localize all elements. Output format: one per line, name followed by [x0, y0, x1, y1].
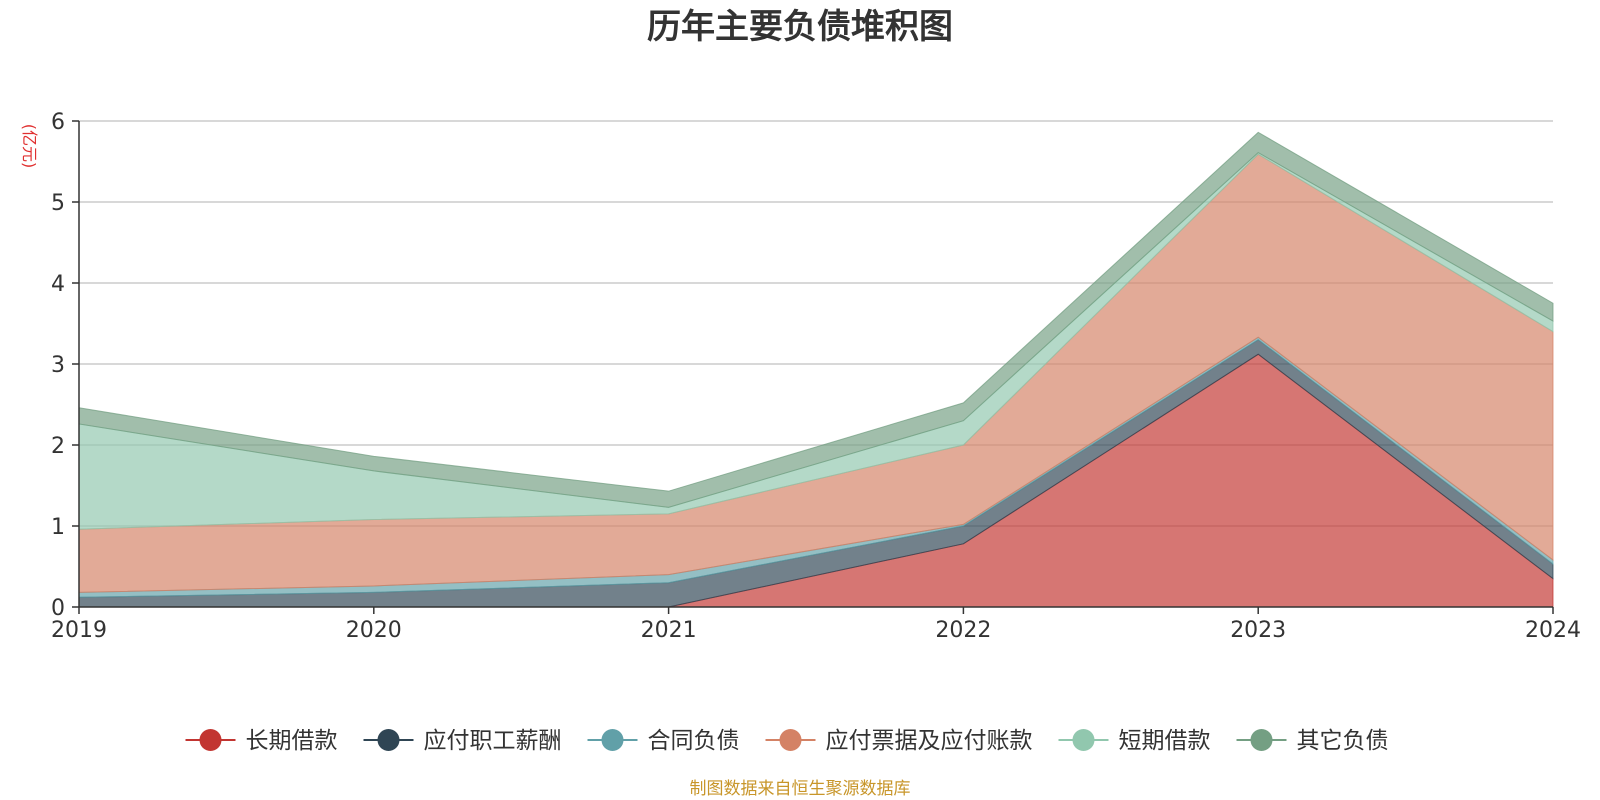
x-tick-label: 2022: [935, 618, 991, 643]
legend-item-1[interactable]: 长期借款: [185, 728, 338, 754]
legend-marker-icon: [377, 729, 400, 751]
legend-label: 应付职工薪酬: [424, 728, 562, 754]
x-axis-ticks: 2019 2020 2021 2022 2023 2024: [51, 607, 1581, 643]
legend-item-6[interactable]: 其它负债: [1236, 728, 1389, 754]
series-area-6: [78, 131, 1554, 508]
legend-label: 应付票据及应付账款: [826, 728, 1033, 754]
data-source-note: 制图数据来自恒生聚源数据库: [690, 779, 911, 799]
legend-label: 短期借款: [1119, 728, 1211, 754]
x-tick-label: 2021: [641, 618, 697, 643]
legend-item-2[interactable]: 应付职工薪酬: [363, 728, 562, 754]
x-tick-label: 2024: [1525, 618, 1581, 643]
series-areas: [78, 131, 1554, 608]
y-tick-label: 1: [51, 515, 65, 540]
y-axis-ticks: 0 1 2 3 4 5 6: [51, 110, 79, 621]
legend-item-5[interactable]: 短期借款: [1058, 728, 1211, 754]
legend-marker-icon: [779, 729, 802, 751]
y-tick-label: 5: [51, 191, 65, 216]
y-tick-label: 0: [51, 596, 65, 621]
x-tick-label: 2019: [51, 618, 107, 643]
legend-label: 其它负债: [1297, 728, 1389, 754]
legend-marker-icon: [1250, 729, 1273, 751]
legend-item-3[interactable]: 合同负债: [587, 728, 740, 754]
y-tick-label: 3: [51, 353, 65, 378]
y-tick-label: 2: [51, 434, 65, 459]
y-tick-label: 4: [51, 272, 65, 297]
legend-marker-icon: [199, 729, 222, 751]
legend: 长期借款 应付职工薪酬 合同负债 应付票据及应付账款 短期借款 其它负债: [185, 728, 1389, 754]
legend-marker-icon: [1072, 729, 1095, 751]
chart-title: 历年主要负债堆积图: [647, 7, 953, 47]
legend-marker-icon: [601, 729, 624, 751]
y-axis-unit: (亿元): [20, 124, 39, 169]
legend-label: 长期借款: [246, 728, 338, 754]
x-tick-label: 2023: [1230, 618, 1286, 643]
legend-item-4[interactable]: 应付票据及应付账款: [765, 728, 1033, 754]
y-tick-label: 6: [51, 110, 65, 135]
legend-label: 合同负债: [648, 728, 740, 754]
x-tick-label: 2020: [346, 618, 402, 643]
